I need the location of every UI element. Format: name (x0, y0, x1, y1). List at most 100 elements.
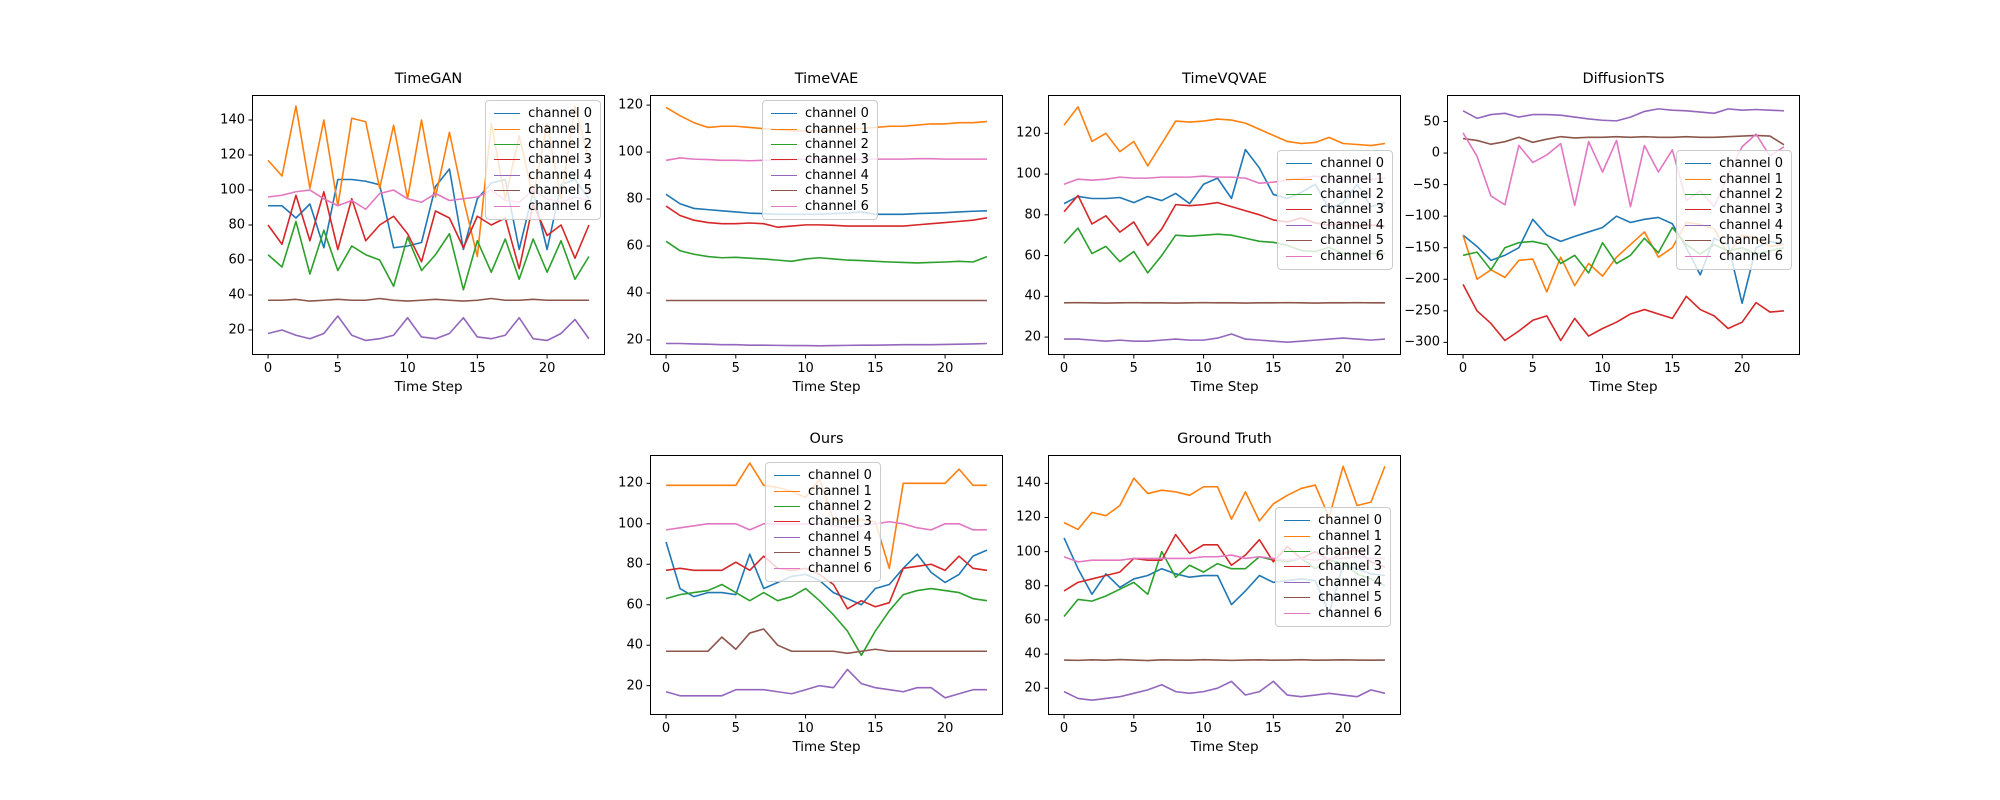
plot-area-ours: 20 40 60 80 100 120 0 5 10 15 20 Time Step channel 0… (618, 455, 1003, 755)
y-tick-label: 60 (626, 238, 643, 254)
x-tick-label: 15 (1265, 721, 1282, 736)
legend-label: channel 5 (805, 183, 869, 199)
legend-entry: channel 0 (771, 106, 869, 121)
subplot-title-ours: Ours (809, 431, 844, 447)
legend-line-sample (1284, 520, 1311, 522)
legend-entry: channel 6 (1286, 248, 1384, 264)
legend-line-sample (1284, 550, 1311, 552)
series-line-channel-5 (666, 628, 987, 655)
legend-line-sample (1286, 163, 1313, 165)
legend-entry: channel 3 (494, 152, 592, 167)
legend-label: channel 4 (1318, 574, 1382, 590)
series-line-channel-5 (1064, 658, 1385, 662)
legend-line-sample (771, 205, 797, 207)
legend-line-sample (771, 128, 797, 130)
legend-line-sample (1685, 178, 1712, 180)
x-tick-label: 20 (538, 361, 556, 376)
legend-line-sample (774, 552, 800, 554)
legend-entry: channel 6 (774, 560, 872, 576)
legend-line-sample (1284, 566, 1311, 568)
y-tick-label: −300 (1404, 334, 1440, 350)
y-tick-label: 0 (1431, 145, 1440, 161)
y-tick-label: 140 (220, 112, 245, 128)
legend-label: channel 0 (1318, 513, 1382, 529)
legend-label: channel 6 (1318, 605, 1382, 621)
legend-line-sample (1685, 193, 1712, 195)
legend-line-sample (1685, 255, 1712, 257)
legend-entry: channel 1 (1284, 528, 1382, 544)
x-tick-label: 5 (1129, 721, 1138, 736)
legend-entry: channel 2 (771, 137, 869, 152)
legend-entry: channel 6 (1685, 248, 1783, 264)
legend-label: channel 1 (1318, 528, 1382, 544)
legend-box: channel 0 channel 1 channel 2 channel 3 chan… (762, 100, 878, 220)
legend-label: channel 0 (528, 106, 592, 122)
legend-line-sample (771, 174, 797, 176)
legend-label: channel 3 (805, 152, 869, 168)
legend-line-sample (771, 159, 797, 161)
legend-entry: channel 4 (774, 530, 872, 545)
legend-entry: channel 6 (494, 198, 592, 214)
legend-label: channel 5 (1318, 590, 1382, 606)
legend-entry: channel 4 (1685, 218, 1783, 233)
legend-label: channel 6 (528, 198, 592, 214)
legend-label: channel 3 (1719, 202, 1783, 218)
legend-entry: channel 3 (774, 514, 872, 529)
legend-line-sample (774, 536, 800, 538)
x-tick-label: 5 (1528, 361, 1537, 376)
y-tick-label: 80 (626, 191, 643, 207)
x-tick-label: 5 (731, 361, 740, 376)
legend-label: channel 6 (1719, 248, 1783, 264)
y-tick-label: 80 (1024, 578, 1041, 594)
series-line-channel-4 (1462, 108, 1784, 122)
y-tick-label: 120 (618, 97, 643, 113)
y-tick-label: 80 (228, 217, 245, 233)
legend-label: channel 5 (1320, 233, 1384, 249)
legend-label: channel 5 (528, 183, 592, 199)
legend-label: channel 2 (808, 498, 872, 514)
y-tick-label: 20 (228, 322, 245, 338)
y-tick-label: 120 (1016, 125, 1041, 141)
legend-entry: channel 2 (1685, 187, 1783, 202)
axes-frame (1447, 95, 1800, 355)
chart-svg-timevae (646, 95, 1003, 359)
x-tick-label: 0 (1458, 361, 1468, 376)
legend-line-sample (1286, 224, 1313, 226)
y-tick-label: 80 (626, 556, 643, 572)
legend-label: channel 3 (1318, 559, 1382, 575)
y-tick-label: 60 (626, 597, 643, 613)
y-tick-label: 100 (1016, 544, 1041, 560)
legend-entry: channel 2 (1284, 544, 1382, 559)
legend-line-sample (1286, 193, 1313, 195)
legend-entry: channel 5 (1286, 233, 1384, 248)
tick-marks (248, 119, 548, 359)
y-tick-label: 20 (626, 332, 643, 348)
y-tick-label: 100 (618, 516, 643, 532)
series-line-channel-4 (1064, 333, 1386, 343)
legend-box: channel 0 channel 1 channel 2 channel 3 chan… (1275, 507, 1391, 627)
x-tick-label: 10 (1594, 361, 1611, 376)
y-tick-label: 100 (618, 144, 643, 160)
legend-label: channel 2 (1318, 543, 1382, 559)
legend-box: channel 0 channel 1 channel 2 channel 3 chan… (1277, 150, 1393, 270)
x-tick-label: 20 (936, 361, 954, 376)
legend-entry: channel 5 (774, 545, 872, 560)
y-tick-label: 80 (1024, 207, 1041, 223)
legend-label: channel 3 (528, 152, 592, 168)
legend-line-sample (494, 128, 521, 130)
legend-line-sample (771, 190, 797, 192)
legend-entry: channel 1 (494, 121, 592, 137)
legend-entry: channel 4 (494, 168, 592, 183)
series-line-channel-0 (665, 541, 988, 606)
y-tick-label: 50 (1423, 114, 1440, 129)
legend-label: channel 4 (528, 167, 592, 183)
legend-label: channel 2 (805, 136, 869, 152)
legend-line-sample (774, 505, 800, 507)
legend-label: channel 6 (1320, 248, 1384, 264)
legend-label: channel 4 (808, 529, 872, 545)
legend-line-sample (1286, 255, 1313, 257)
y-tick-label: 60 (1024, 248, 1041, 264)
y-tick-label: 100 (1016, 166, 1041, 182)
legend-entry: channel 3 (771, 152, 869, 167)
